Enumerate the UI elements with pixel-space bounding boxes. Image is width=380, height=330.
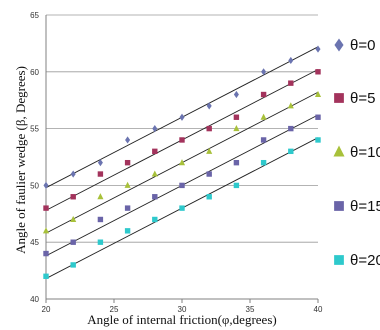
- data-point: [206, 102, 212, 110]
- data-point: [97, 193, 104, 200]
- x-tick-label: 40: [314, 305, 323, 314]
- data-point: [260, 159, 267, 166]
- y-tick-label: 60: [30, 68, 39, 77]
- data-point: [315, 137, 321, 143]
- legend-marker: [334, 201, 344, 211]
- data-point: [43, 250, 49, 257]
- data-point: [206, 125, 212, 132]
- point-layer: [42, 45, 322, 279]
- data-point: [43, 273, 49, 279]
- data-point: [178, 159, 186, 166]
- data-point: [43, 205, 49, 211]
- legend-label: θ=0: [350, 37, 375, 54]
- legend-label: θ=5: [350, 90, 375, 107]
- data-point: [124, 228, 131, 234]
- data-point: [261, 68, 267, 76]
- legend-marker: [334, 255, 344, 265]
- data-point: [260, 137, 267, 143]
- y-tick-label: 55: [30, 125, 39, 134]
- legend-label: θ=10: [350, 144, 380, 161]
- data-point: [260, 113, 267, 120]
- data-point: [70, 194, 76, 200]
- data-point: [206, 147, 213, 154]
- data-point: [70, 239, 76, 245]
- y-tick-label: 65: [30, 11, 39, 20]
- data-point: [97, 216, 104, 223]
- data-point: [97, 159, 103, 167]
- data-point: [288, 148, 294, 155]
- data-point: [260, 91, 267, 98]
- data-point: [179, 113, 185, 121]
- data-point: [315, 114, 321, 120]
- data-point: [315, 45, 321, 53]
- data-point: [70, 262, 76, 268]
- data-point: [314, 90, 322, 98]
- x-tick-label: 20: [42, 305, 51, 314]
- legend-marker: [333, 145, 345, 157]
- legend-label: θ=15: [350, 198, 380, 215]
- data-point: [233, 125, 240, 132]
- data-point: [124, 205, 131, 211]
- data-point: [287, 102, 294, 109]
- data-point: [97, 239, 104, 245]
- data-point: [70, 170, 76, 178]
- legend: θ=0 θ=5 θ=10 θ=15 θ=20: [333, 37, 380, 269]
- x-tick-label: 25: [110, 305, 119, 314]
- data-point: [233, 182, 240, 189]
- data-point: [233, 90, 239, 99]
- data-point: [179, 205, 185, 211]
- legend-marker: [334, 38, 344, 52]
- data-point: [233, 114, 240, 120]
- y-tick-label: 40: [30, 295, 39, 304]
- data-point: [179, 182, 185, 189]
- data-point: [179, 137, 185, 143]
- x-tick-label: 30: [178, 305, 187, 314]
- data-point: [124, 181, 131, 188]
- data-point: [42, 227, 50, 234]
- data-point: [151, 170, 158, 177]
- data-point: [124, 159, 131, 166]
- axis-layer: 40 45 50 55 60 65 20 25 30 35 40: [30, 11, 323, 314]
- x-tick-label: 35: [246, 305, 255, 314]
- grid-layer: [46, 14, 318, 300]
- y-tick-label: 50: [30, 181, 39, 190]
- y-tick-label: 45: [30, 238, 39, 247]
- legend-label: θ=20: [350, 252, 380, 269]
- data-point: [152, 194, 158, 200]
- data-point: [152, 216, 158, 223]
- legend-marker: [334, 93, 344, 103]
- data-point: [125, 136, 131, 144]
- y-axis-title: Angle of faulier wedge (β, Degrees): [13, 66, 28, 254]
- data-point: [97, 171, 104, 177]
- data-point: [152, 148, 158, 155]
- data-point: [288, 56, 294, 65]
- data-point: [206, 171, 212, 177]
- data-point: [152, 125, 158, 133]
- data-point: [288, 80, 294, 86]
- data-point: [315, 69, 321, 75]
- data-point: [233, 159, 240, 166]
- data-point: [43, 181, 49, 189]
- x-axis-title: Angle of internal friction(φ,degrees): [87, 312, 276, 327]
- data-point: [288, 125, 294, 132]
- data-point: [70, 215, 77, 222]
- data-point: [206, 194, 212, 200]
